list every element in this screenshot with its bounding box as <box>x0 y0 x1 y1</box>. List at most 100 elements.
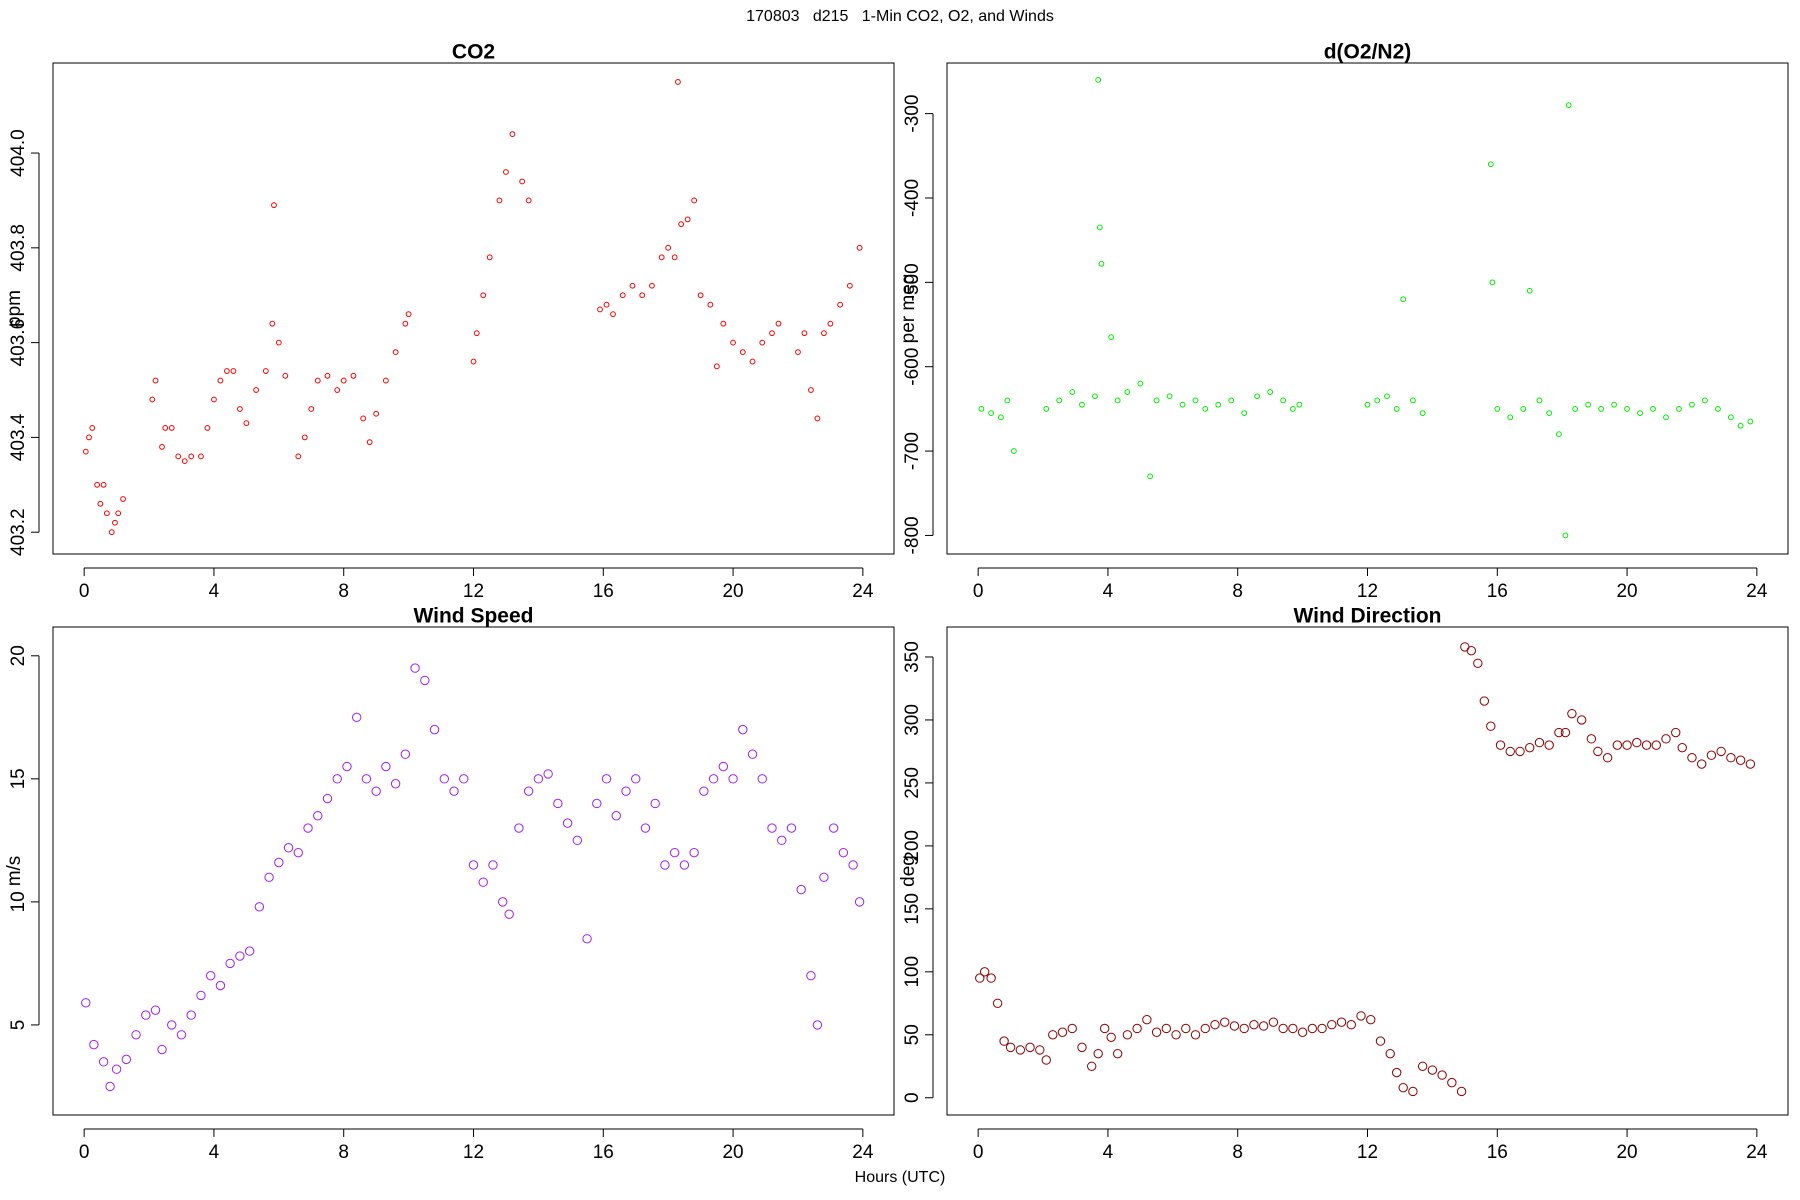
data-point <box>1374 397 1381 404</box>
data-point <box>1166 393 1173 400</box>
data-point <box>1093 1048 1103 1059</box>
data-point <box>592 798 602 809</box>
x-tick-label: 24 <box>852 581 874 602</box>
data-point <box>997 414 1004 421</box>
data-point <box>1419 410 1426 417</box>
panel-title: Wind Speed <box>414 605 534 628</box>
data-point <box>1641 740 1652 750</box>
data-point <box>1473 658 1483 668</box>
data-point <box>1147 473 1154 480</box>
main-title: 170803 d215 1-Min CO2, O2, and Winds <box>746 8 1054 25</box>
data-point <box>81 998 91 1008</box>
data-point <box>313 811 323 821</box>
data-point <box>225 958 235 969</box>
data-point <box>978 405 985 412</box>
data-point <box>449 786 459 796</box>
data-point <box>1171 1030 1181 1040</box>
x-tick-label: 4 <box>209 1142 220 1163</box>
data-point <box>1327 1020 1337 1030</box>
data-point <box>689 847 699 858</box>
data-point <box>1267 389 1274 395</box>
data-point <box>699 786 709 796</box>
data-point <box>1296 401 1303 408</box>
data-point <box>1515 746 1525 757</box>
data-point <box>1392 1067 1402 1078</box>
data-point <box>1507 414 1514 421</box>
data-point <box>1576 715 1587 725</box>
data-point <box>986 973 996 983</box>
data-point <box>533 774 544 784</box>
data-point <box>1241 410 1248 417</box>
x-tick-label: 12 <box>1357 581 1378 602</box>
data-point <box>1087 1061 1097 1071</box>
data-point <box>795 349 801 356</box>
data-point <box>1586 734 1597 744</box>
data-point <box>94 481 101 488</box>
data-point <box>1239 1023 1249 1034</box>
data-point <box>332 774 342 784</box>
data-point <box>1004 397 1011 404</box>
data-point <box>1289 405 1296 412</box>
y-tick-label: 10 <box>8 891 29 912</box>
data-point <box>275 339 282 346</box>
data-point <box>360 415 367 422</box>
data-point <box>196 990 206 1001</box>
data-point <box>1408 1086 1418 1097</box>
data-point <box>1560 727 1571 738</box>
data-point <box>1602 753 1613 763</box>
data-point <box>198 453 204 460</box>
data-point <box>1067 1023 1077 1034</box>
data-point <box>1202 405 1209 412</box>
data-point <box>1190 1030 1201 1040</box>
data-point <box>473 330 480 337</box>
data-point <box>856 244 863 251</box>
data-point <box>543 769 553 779</box>
y-tick-label: 403.4 <box>8 413 29 461</box>
data-point <box>282 372 289 379</box>
data-point <box>1534 737 1545 748</box>
data-point <box>1565 102 1572 109</box>
data-point <box>361 774 372 784</box>
data-point <box>236 406 243 412</box>
x-tick-label: 16 <box>593 1142 614 1163</box>
data-point <box>1254 393 1261 400</box>
data-point <box>324 372 331 379</box>
y-tick-label: -600 <box>902 348 923 386</box>
data-point <box>115 510 122 517</box>
data-point <box>1611 401 1617 408</box>
data-point <box>739 349 746 356</box>
data-point <box>514 823 524 833</box>
data-point <box>697 292 704 299</box>
y-tick-label: -500 <box>902 263 923 301</box>
data-point <box>1317 1023 1327 1034</box>
data-point <box>1025 1042 1035 1053</box>
data-point <box>264 872 274 882</box>
data-point <box>274 857 284 868</box>
data-point <box>486 254 493 261</box>
data-point <box>120 496 126 502</box>
data-point <box>1427 1065 1438 1075</box>
data-point <box>838 847 849 858</box>
data-point <box>640 823 651 833</box>
data-point <box>1651 740 1661 750</box>
data-point <box>103 510 110 517</box>
data-point <box>1015 1045 1026 1055</box>
data-point <box>371 786 381 796</box>
data-point <box>429 724 440 735</box>
data-point <box>1716 746 1726 757</box>
data-point <box>582 934 592 944</box>
data-point <box>846 282 853 289</box>
data-point <box>775 320 782 327</box>
x-tick-label: 4 <box>1103 1142 1114 1163</box>
data-point <box>488 860 498 870</box>
data-point <box>1637 410 1643 417</box>
data-point <box>684 216 691 223</box>
data-point <box>1494 405 1501 412</box>
plot-frame <box>52 626 895 1116</box>
data-point <box>821 330 827 337</box>
data-point <box>1057 1027 1068 1037</box>
data-point <box>1179 401 1186 408</box>
data-point <box>1366 1014 1376 1025</box>
data-point <box>975 973 985 983</box>
